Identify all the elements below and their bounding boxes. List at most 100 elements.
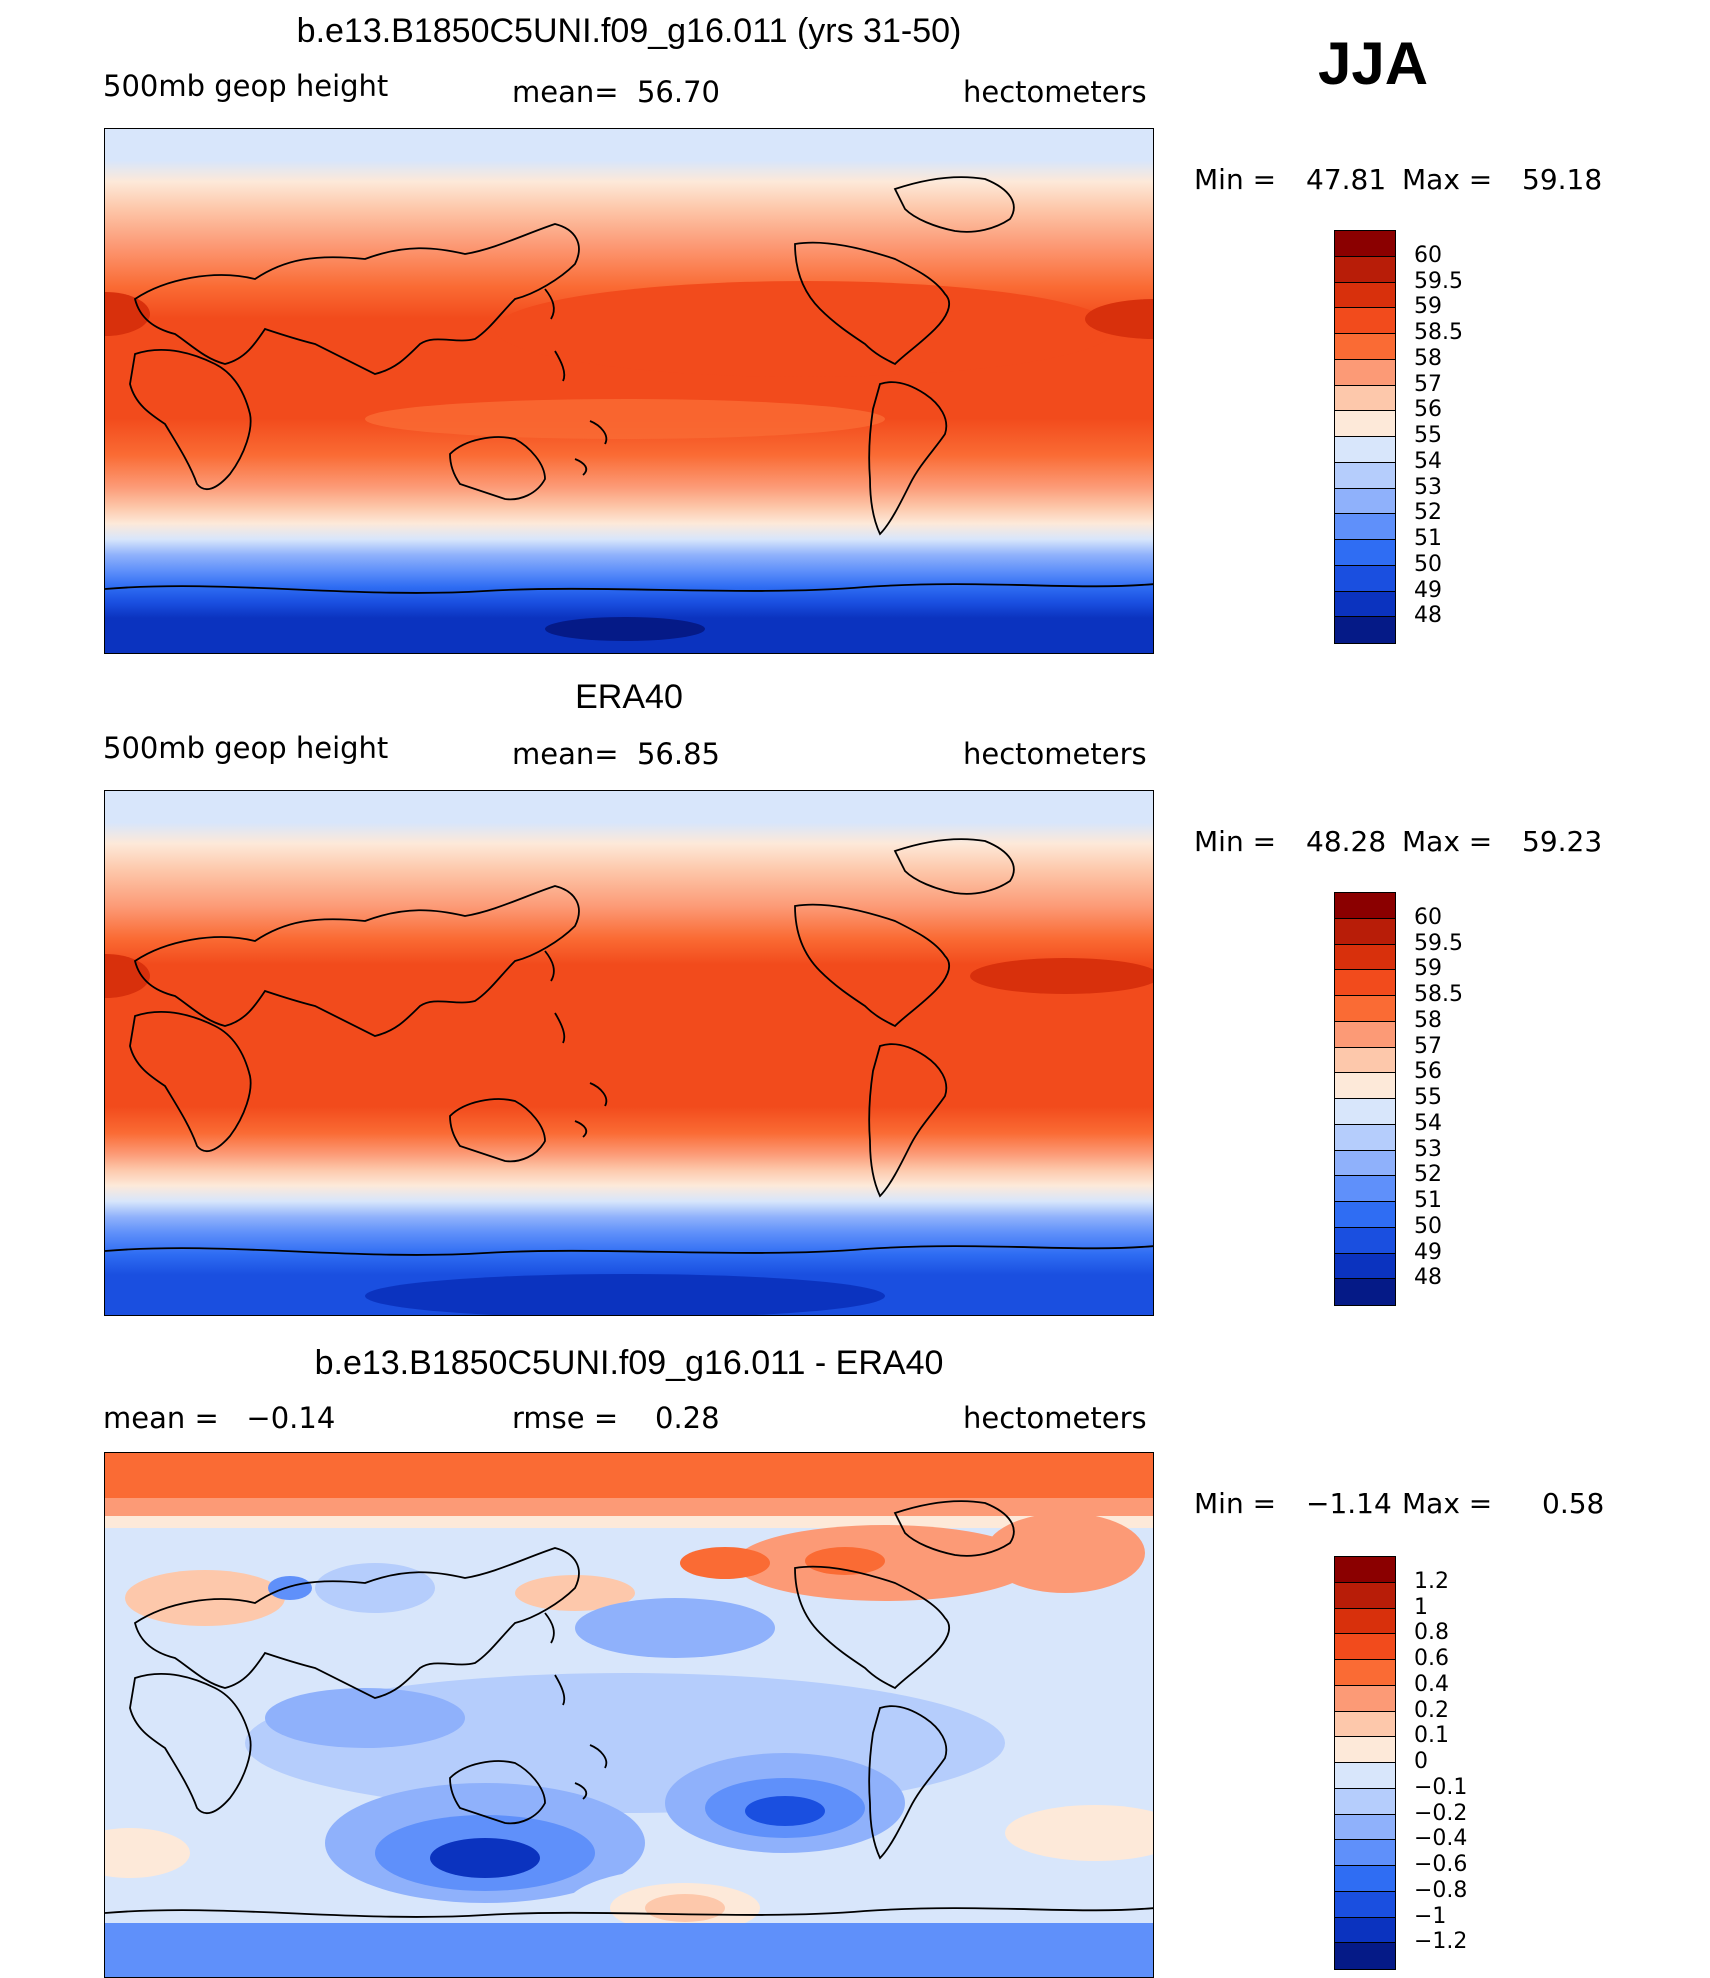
legend-swatch bbox=[1335, 1124, 1395, 1151]
legend-label: 51 bbox=[1414, 526, 1442, 551]
legend-label: 59 bbox=[1414, 956, 1442, 982]
panel-3-rmse: rmse = 0.28 bbox=[512, 1401, 720, 1435]
panel-2-mean: mean= 56.85 bbox=[512, 737, 720, 771]
legend-label: 58 bbox=[1414, 1007, 1442, 1033]
legend-swatch bbox=[1335, 1814, 1395, 1841]
legend-label: 54 bbox=[1414, 448, 1442, 474]
legend-label: 48 bbox=[1414, 1265, 1442, 1291]
panel-1-max-value: 59.18 bbox=[1522, 163, 1603, 196]
panel-2-max-value: 59.23 bbox=[1522, 825, 1603, 858]
legend-swatch bbox=[1335, 591, 1395, 618]
legend-swatch bbox=[1335, 462, 1395, 489]
legend-swatch bbox=[1335, 617, 1395, 643]
panel-3-legend-bar bbox=[1334, 1556, 1396, 1970]
legend-label: −0.1 bbox=[1414, 1774, 1468, 1800]
legend-label: 0.1 bbox=[1414, 1723, 1449, 1749]
legend-label: −0.8 bbox=[1414, 1877, 1468, 1903]
legend-label: 51 bbox=[1414, 1188, 1442, 1213]
panel-2-atlantic-max bbox=[970, 958, 1153, 994]
legend-label: 0 bbox=[1414, 1749, 1428, 1774]
legend-label: −0.2 bbox=[1414, 1800, 1468, 1826]
legend-swatch bbox=[1335, 1279, 1395, 1305]
season-label: JJA bbox=[1318, 30, 1429, 97]
legend-label: 56 bbox=[1414, 397, 1442, 423]
legend-label: 56 bbox=[1414, 1059, 1442, 1085]
legend-label: 50 bbox=[1414, 551, 1442, 577]
legend-label: 0.2 bbox=[1414, 1697, 1449, 1723]
legend-swatch bbox=[1335, 385, 1395, 412]
panel-1-atlantic-max bbox=[1085, 299, 1153, 339]
panel-3-npac-pos bbox=[735, 1525, 1035, 1601]
legend-swatch bbox=[1335, 488, 1395, 515]
legend-swatch bbox=[1335, 1150, 1395, 1177]
legend-label: −0.4 bbox=[1414, 1826, 1468, 1852]
legend-swatch bbox=[1335, 1711, 1395, 1738]
legend-label: 60 bbox=[1414, 904, 1442, 930]
legend-label: 52 bbox=[1414, 1162, 1442, 1188]
legend-swatch bbox=[1335, 1866, 1395, 1892]
panel-3-title: b.e13.B1850C5UNI.f09_g16.011 - ERA40 bbox=[314, 1344, 944, 1382]
legend-swatch bbox=[1335, 1202, 1395, 1228]
legend-label: 49 bbox=[1414, 577, 1442, 603]
legend-swatch bbox=[1335, 334, 1395, 360]
legend-swatch bbox=[1335, 1176, 1395, 1202]
panel-2-title: ERA40 bbox=[575, 678, 683, 716]
panel-2-coastlines bbox=[105, 838, 1153, 1256]
legend-label: 58.5 bbox=[1414, 982, 1463, 1007]
legend-label: 1.2 bbox=[1414, 1568, 1449, 1594]
panel-1-title: b.e13.B1850C5UNI.f09_g16.011 (yrs 31-50) bbox=[296, 12, 962, 50]
legend-label: 57 bbox=[1414, 371, 1442, 397]
legend-swatch bbox=[1335, 1557, 1395, 1583]
legend-label: −0.6 bbox=[1414, 1852, 1468, 1877]
legend-label: 0.8 bbox=[1414, 1620, 1449, 1646]
legend-swatch bbox=[1335, 437, 1395, 463]
legend-swatch bbox=[1335, 565, 1395, 592]
panel-1-mean: mean= 56.70 bbox=[512, 75, 720, 109]
legend-swatch bbox=[1335, 1073, 1395, 1099]
panel-2-map bbox=[104, 790, 1154, 1316]
panel-1-max-label: Max = bbox=[1402, 163, 1493, 196]
legend-swatch bbox=[1335, 1227, 1395, 1254]
legend-swatch bbox=[1335, 411, 1395, 437]
panel-3-max-label: Max = bbox=[1402, 1487, 1493, 1520]
legend-swatch bbox=[1335, 231, 1395, 257]
legend-swatch bbox=[1335, 893, 1395, 919]
panel-1-equatorial-band bbox=[365, 399, 885, 439]
panel-3-antarctic-band bbox=[105, 1923, 1153, 1977]
legend-swatch bbox=[1335, 1943, 1395, 1969]
legend-swatch bbox=[1335, 1763, 1395, 1789]
legend-swatch bbox=[1335, 1253, 1395, 1280]
legend-swatch bbox=[1335, 1634, 1395, 1660]
legend-label: 59.5 bbox=[1414, 268, 1463, 294]
panel-1-africa-max bbox=[105, 292, 150, 336]
legend-label: 49 bbox=[1414, 1239, 1442, 1265]
panel-1-field bbox=[105, 129, 1153, 653]
legend-label: 48 bbox=[1414, 603, 1442, 629]
panel-1-min-label: Min = bbox=[1194, 163, 1277, 196]
panel-2-min-label: Min = bbox=[1194, 825, 1277, 858]
legend-swatch bbox=[1335, 1788, 1395, 1815]
legend-swatch bbox=[1335, 1737, 1395, 1763]
legend-label: 59.5 bbox=[1414, 930, 1463, 956]
legend-swatch bbox=[1335, 540, 1395, 566]
panel-1-coastlines bbox=[105, 176, 1153, 594]
legend-label: 1 bbox=[1414, 1594, 1428, 1620]
legend-swatch bbox=[1335, 1840, 1395, 1866]
legend-swatch bbox=[1335, 514, 1395, 540]
panel-2-min-value: 48.28 bbox=[1306, 825, 1387, 858]
legend-swatch bbox=[1335, 359, 1395, 386]
panel-3-units: hectometers bbox=[963, 1401, 1147, 1435]
legend-label: 52 bbox=[1414, 500, 1442, 526]
legend-label: 54 bbox=[1414, 1110, 1442, 1136]
panel-1-pacific-high bbox=[495, 281, 1115, 377]
legend-label: 55 bbox=[1414, 1085, 1442, 1110]
legend-swatch bbox=[1335, 944, 1395, 971]
legend-swatch bbox=[1335, 970, 1395, 996]
panel-1-units: hectometers bbox=[963, 75, 1147, 109]
panel-1-legend-bar bbox=[1334, 230, 1396, 644]
panel-3-min-label: Min = bbox=[1194, 1487, 1277, 1520]
legend-swatch bbox=[1335, 1608, 1395, 1635]
legend-label: 53 bbox=[1414, 474, 1442, 500]
panel-2-units: hectometers bbox=[963, 737, 1147, 771]
legend-swatch bbox=[1335, 1047, 1395, 1074]
